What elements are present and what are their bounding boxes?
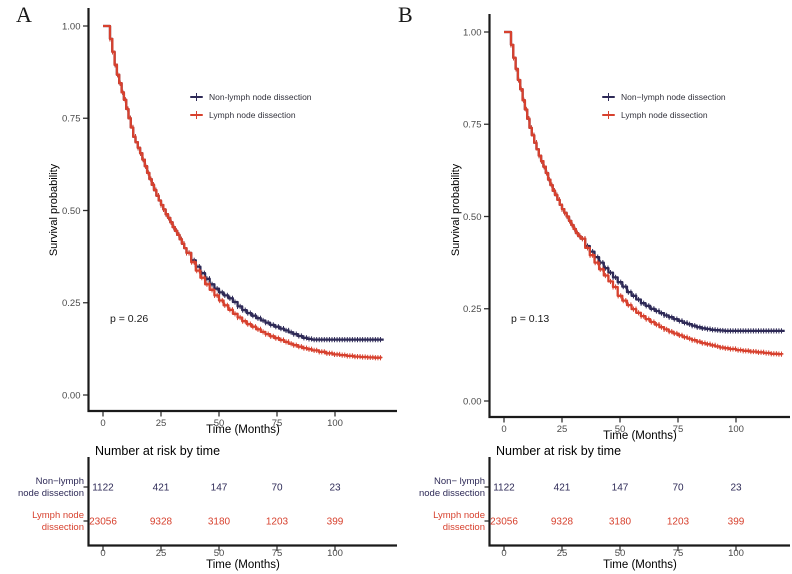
- legend-label: Non-lymph node dissection: [209, 92, 312, 102]
- risk-label-line: Lymph node: [32, 510, 84, 521]
- risk-label-line: dissection: [41, 521, 84, 533]
- risk-value: 3180: [609, 517, 632, 528]
- panel-b-risk-table-title: Number at risk by time: [496, 444, 622, 458]
- tick-label: 0.50: [62, 206, 81, 217]
- risk-value: 23056: [89, 517, 117, 528]
- tick-label: 0.50: [463, 212, 482, 223]
- tick-label: 100: [327, 418, 343, 429]
- legend-label: Lymph node dissection: [621, 110, 708, 120]
- tick-label: 75: [272, 418, 283, 429]
- risk-value: 70: [672, 483, 684, 494]
- tick-label: 75: [272, 548, 283, 559]
- tick-label: 50: [214, 418, 225, 429]
- censor-marks-non-lymph-node-dissection: [109, 36, 381, 343]
- tick-label: 0: [100, 418, 105, 429]
- risk-value: 1122: [92, 483, 114, 494]
- risk-value: 399: [327, 517, 344, 528]
- panel-b-risk-row-label-lymph: Lymph node dissection: [401, 510, 485, 533]
- panel-a-legend-item-lymph: Lymph node dissection: [190, 109, 296, 121]
- tick-label: 50: [615, 548, 626, 559]
- risk-label-line: Non−lymph: [35, 476, 84, 487]
- risk-value: 9328: [150, 517, 173, 528]
- censor-marks-non-lymph-node-dissection: [510, 42, 782, 334]
- panel-a-risk-row-label-lymph: Lymph node dissection: [0, 510, 84, 533]
- km-line-plus-icon: [602, 110, 615, 120]
- panel-b-risk-row-label-non-lymph: Non− lymph node dissection: [401, 476, 485, 499]
- censor-marks-lymph-node-dissection: [109, 36, 381, 361]
- tick-label: 1.00: [62, 21, 81, 32]
- tick-label: 0.25: [62, 298, 81, 309]
- risk-value: 399: [728, 517, 745, 528]
- risk-value: 3180: [208, 517, 231, 528]
- risk-label-line: dissection: [442, 521, 485, 533]
- risk-value: 147: [211, 483, 228, 494]
- tick-label: 75: [673, 424, 684, 435]
- tick-label: 75: [673, 548, 684, 559]
- risk-value: 23: [730, 483, 742, 494]
- panel-b-x-axis-title: Time (Months): [603, 430, 677, 442]
- risk-label-line: Lymph node: [433, 510, 485, 521]
- panel-b-letter: B: [398, 2, 413, 27]
- risk-value: 9328: [551, 517, 574, 528]
- tick-label: 100: [728, 548, 744, 559]
- panel-b-risk-x-axis-title: Time (Months): [603, 559, 677, 571]
- panel-b-legend-item-non-lymph: Non−lymph node dissection: [602, 91, 726, 103]
- tick-label: 0: [501, 548, 506, 559]
- tick-label: 0.75: [463, 120, 482, 131]
- tick-label: 25: [557, 548, 568, 559]
- tick-label: 0.00: [62, 390, 81, 401]
- tick-label: 100: [728, 424, 744, 435]
- panel-a-y-axis-title: Survival probability: [48, 163, 60, 257]
- tick-label: 0.25: [463, 304, 482, 315]
- tick-label: 25: [557, 424, 568, 435]
- panel-b-y-axis-title: Survival probability: [450, 163, 462, 257]
- tick-label: 25: [156, 418, 167, 429]
- risk-value: 147: [612, 483, 629, 494]
- tick-label: 100: [327, 548, 343, 559]
- tick-label: 0: [100, 548, 105, 559]
- tick-label: 50: [214, 548, 225, 559]
- tick-label: 0.75: [62, 114, 81, 125]
- panel-a-risk-table-title: Number at risk by time: [95, 444, 221, 458]
- risk-value: 421: [153, 483, 170, 494]
- risk-value: 70: [271, 483, 283, 494]
- risk-value: 23056: [490, 517, 518, 528]
- tick-label: 0.00: [463, 396, 482, 407]
- legend-label: Lymph node dissection: [209, 110, 296, 120]
- panel-a-x-axis-title: Time (Months): [206, 424, 280, 436]
- risk-value: 23: [329, 483, 341, 494]
- tick-label: 1.00: [463, 27, 482, 38]
- panel-a-risk-x-axis-title: Time (Months): [206, 559, 280, 571]
- risk-label-line: node dissection: [17, 487, 84, 499]
- panel-b-p-value: p = 0.13: [511, 313, 550, 325]
- panel-a-risk-row-label-non-lymph: Non−lymph node dissection: [0, 476, 84, 499]
- risk-value: 1203: [266, 517, 289, 528]
- km-curve-non-lymph-node-dissection: [504, 30, 785, 333]
- km-line-plus-icon: [190, 110, 203, 120]
- km-line-plus-icon: [190, 92, 203, 102]
- tick-label: 0: [501, 424, 506, 435]
- risk-label-line: node dissection: [418, 487, 485, 499]
- panel-a-p-value: p = 0.26: [110, 313, 149, 325]
- km-curve-non-lymph-node-dissection: [103, 24, 384, 341]
- legend-label: Non−lymph node dissection: [621, 92, 726, 102]
- panel-b-legend-item-lymph: Lymph node dissection: [602, 109, 708, 121]
- panel-a-letter: A: [16, 2, 32, 27]
- risk-label-line: Non− lymph: [434, 476, 485, 487]
- censor-marks-lymph-node-dissection: [510, 42, 782, 357]
- tick-label: 50: [615, 424, 626, 435]
- tick-label: 25: [156, 548, 167, 559]
- risk-value: 1203: [667, 517, 690, 528]
- risk-value: 1122: [493, 483, 515, 494]
- panel-a-legend-item-non-lymph: Non-lymph node dissection: [190, 91, 312, 103]
- km-curve-lymph-node-dissection: [504, 30, 784, 356]
- km-line-plus-icon: [602, 92, 615, 102]
- risk-value: 421: [554, 483, 571, 494]
